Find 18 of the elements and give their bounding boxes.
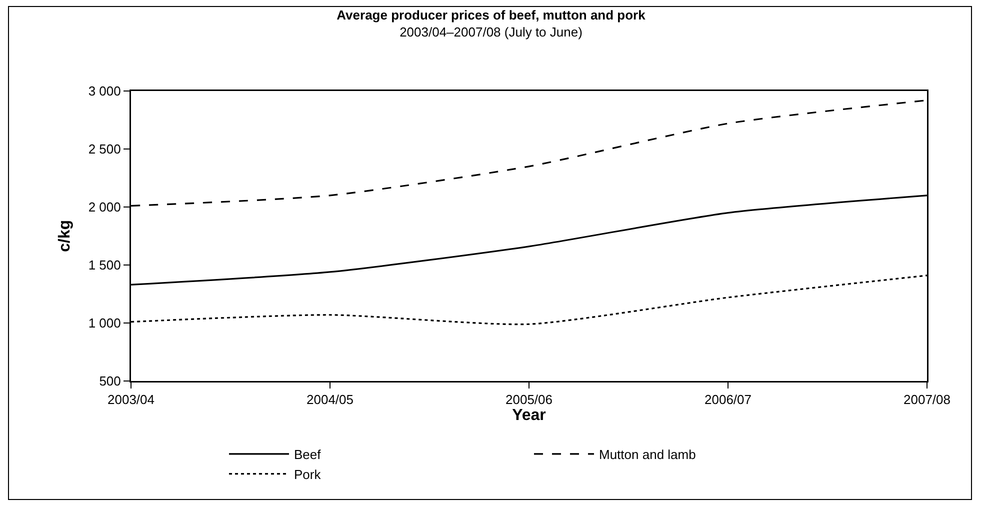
x-tick-label: 2006/07 — [704, 392, 752, 408]
chart-subtitle: 2003/04–2007/08 (July to June) — [400, 24, 582, 40]
y-axis-title: c/kg — [56, 220, 74, 252]
y-tick-label: 1 500 — [88, 258, 121, 273]
chart-title: Average producer prices of beef, mutton and pork — [336, 7, 646, 22]
y-tick-label: 500 — [99, 374, 121, 389]
y-tick-label: 3 000 — [88, 84, 121, 99]
x-tick-label: 2004/05 — [306, 392, 354, 408]
y-tick-label: 2 000 — [88, 200, 121, 215]
x-axis-title: Year — [512, 407, 546, 424]
y-tick-label: 1 000 — [88, 316, 121, 331]
legend-label: Pork — [294, 466, 322, 482]
x-tick-label: 2007/08 — [904, 392, 950, 408]
x-tick-label: 2003/04 — [108, 392, 154, 408]
x-tick-label: 2005/06 — [506, 392, 552, 408]
legend-label: Mutton and lamb — [599, 447, 696, 462]
y-tick-label: 2 500 — [88, 142, 121, 157]
legend-label: Beef — [294, 447, 322, 462]
